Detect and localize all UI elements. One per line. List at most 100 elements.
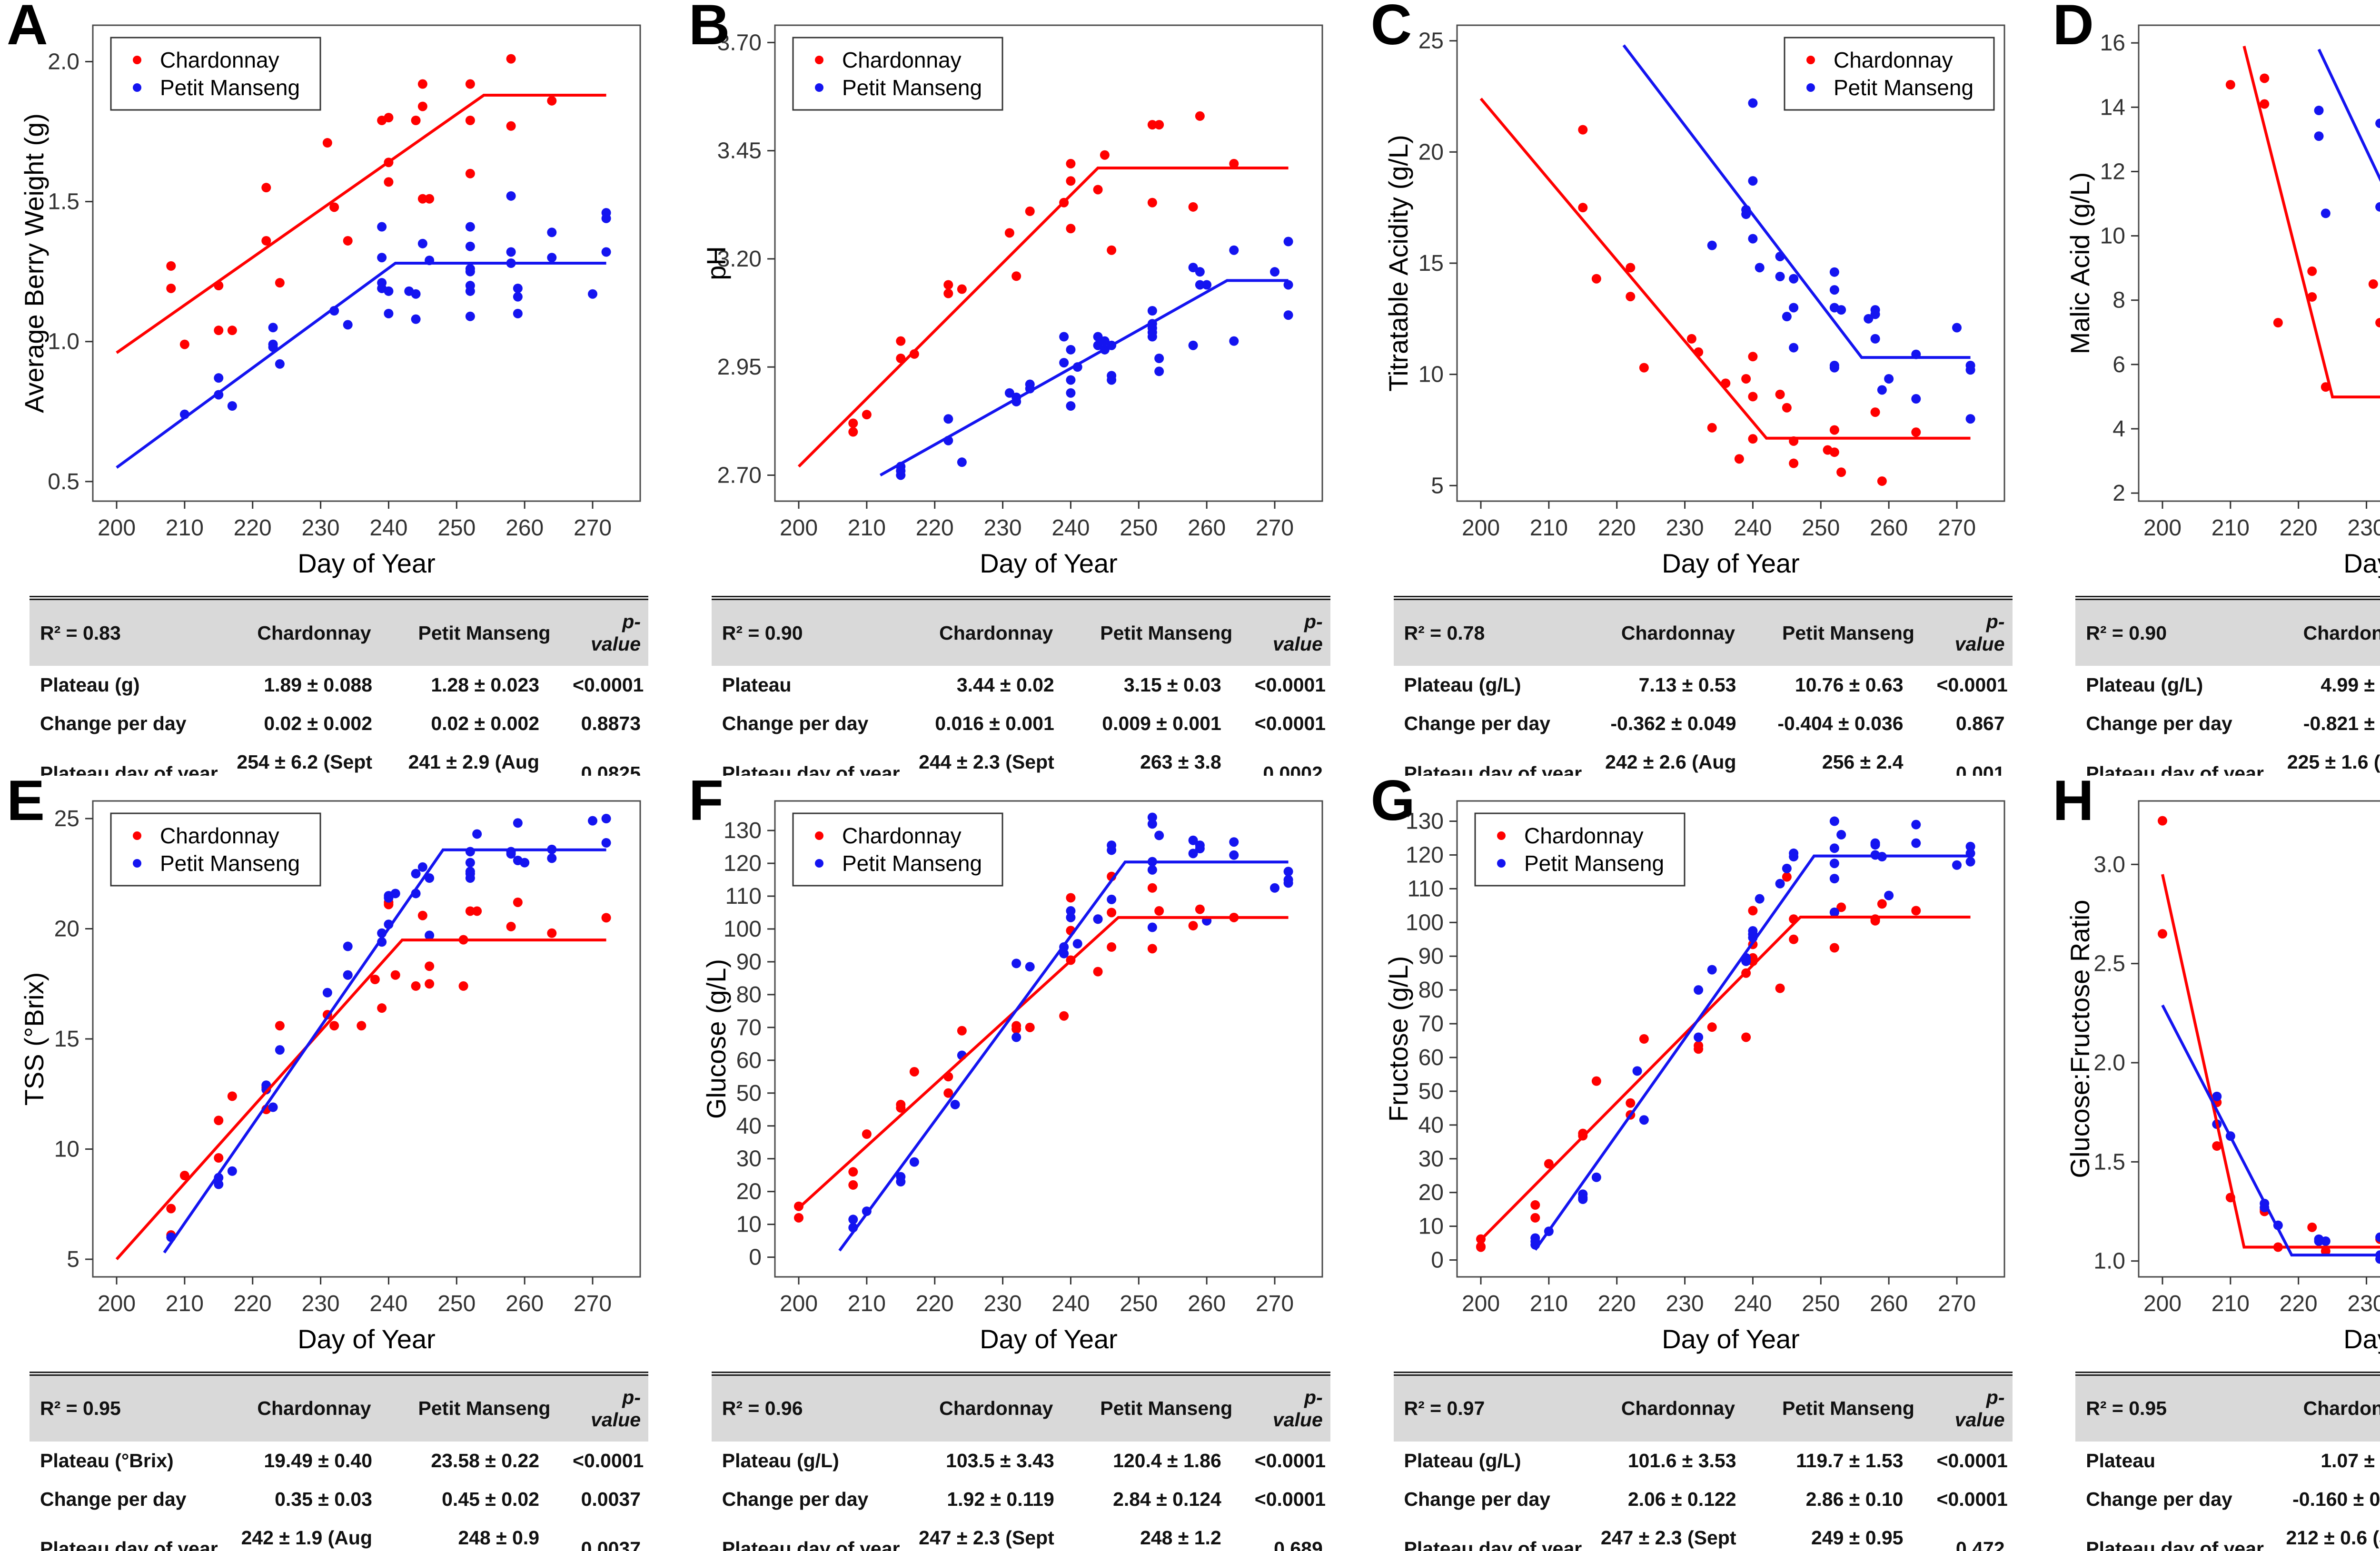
panel-C: C 200 210 220 230 240 250 260 270 5 10 15 20 25 Day o… <box>1364 0 2046 776</box>
y-tick-label: 90 <box>1418 944 1443 969</box>
x-tick-label: 250 <box>1120 1291 1158 1316</box>
cell-value: 225 ± 1.6 (Aug 13) <box>2287 751 2380 773</box>
row-label: Plateau day of year <box>2086 762 2264 776</box>
data-point <box>1059 332 1069 342</box>
data-point <box>1741 374 1751 384</box>
data-point <box>520 858 530 868</box>
y-tick-label: 2.0 <box>2094 1050 2126 1076</box>
cell-value: 249 ± 0.95 (Sept 6) <box>1811 1526 1904 1551</box>
panel-letter: C <box>1370 0 1412 57</box>
data-point <box>909 1067 919 1077</box>
axes: 200 210 220 230 240 250 260 270 2.70 2.95 3.20 3.45… <box>717 30 1293 541</box>
data-point <box>1965 365 1975 375</box>
cell-value: 0.001 <box>1955 762 2005 776</box>
data-point <box>1829 285 1839 295</box>
y-tick-label: 100 <box>1405 910 1443 935</box>
data-point <box>1188 340 1198 350</box>
data-point <box>465 79 475 89</box>
x-tick-label: 220 <box>2280 1291 2318 1316</box>
data-point <box>1147 819 1157 829</box>
fit-line-chardonnay <box>2161 874 2380 1248</box>
data-point <box>261 236 271 246</box>
data-point <box>417 101 427 111</box>
y-tick-label: 15 <box>54 1027 79 1052</box>
data-point <box>166 283 176 293</box>
data-point <box>1836 305 1846 315</box>
data-point <box>1693 1032 1703 1042</box>
x-tick-label: 260 <box>506 1291 544 1316</box>
data-point <box>1639 1034 1649 1044</box>
y-tick-label: 0 <box>1431 1247 1444 1273</box>
x-tick-label: 200 <box>780 515 818 541</box>
data-point <box>1707 1022 1717 1032</box>
y-axis-label: Fructose (g/L) <box>1386 956 1413 1122</box>
cell-value: 1.07 ± 0.02 <box>2320 1449 2380 1472</box>
data-point <box>275 278 285 288</box>
chart-container: 200 210 220 230 240 250 260 270 0 10 20 30 40 50 60 70 8… <box>1386 789 2023 1355</box>
data-point <box>166 1203 176 1213</box>
data-point <box>390 888 400 898</box>
x-tick-label: 230 <box>302 1291 340 1316</box>
data-point <box>411 981 421 991</box>
data-point <box>1229 850 1239 860</box>
data-point <box>384 893 394 903</box>
legend: Chardonnay Petit Manseng <box>792 812 1003 886</box>
data-point <box>377 222 387 232</box>
cell-value: <0.0001 <box>1254 1449 1326 1472</box>
data-point <box>1530 1200 1540 1210</box>
y-tick-label: 3.0 <box>2094 852 2126 877</box>
data-point <box>214 326 224 336</box>
y-tick-label: 6 <box>2113 352 2126 377</box>
legend: Chardonnay Petit Manseng <box>110 37 321 111</box>
panel-H: H 2002102202302402502602701.01.52.02.53.… <box>2046 776 2380 1551</box>
x-axis-label: Day of Year <box>980 548 1118 578</box>
data-point <box>1093 967 1103 977</box>
y-tick-label: 2.5 <box>2094 951 2126 976</box>
row-label: Plateau day of year <box>1404 762 1582 776</box>
data-point <box>2307 266 2317 276</box>
data-point <box>329 1020 339 1030</box>
col-header-petit-manseng: Petit Manseng <box>1100 622 1233 644</box>
cell-value: 0.0002 <box>1263 762 1323 776</box>
axes: 2002102202302402502602701.01.52.02.53.0 <box>2094 852 2380 1316</box>
series-points-chardonnay <box>2226 73 2380 392</box>
legend: Chardonnay Petit Manseng <box>792 37 1003 111</box>
data-point <box>465 846 475 856</box>
data-point <box>2260 73 2270 83</box>
data-point <box>1269 883 1279 893</box>
data-point <box>1625 263 1635 273</box>
data-point <box>1106 375 1116 385</box>
data-point <box>848 1214 858 1224</box>
legend-label: Petit Manseng <box>842 851 982 876</box>
data-point <box>1011 1024 1021 1034</box>
data-point <box>1025 1022 1035 1032</box>
row-label: Change per day <box>722 1488 869 1510</box>
data-point <box>2375 119 2380 128</box>
data-point <box>322 138 332 148</box>
cell-value: 0.45 ± 0.02 <box>442 1488 539 1510</box>
data-point <box>896 1176 906 1186</box>
legend-label: Chardonnay <box>160 48 279 72</box>
x-tick-label: 200 <box>780 1291 818 1316</box>
chart-container: 200 210 220 230 240 250 260 270 5 10 15 20 25 Day of … <box>21 789 659 1355</box>
y-tick-label: 10 <box>736 1212 761 1237</box>
axes: 200 210 220 230 240 250 260 270 0 10 20 30 40 50 60 70 8… <box>1405 809 1975 1316</box>
data-point <box>268 323 278 333</box>
data-point <box>425 930 435 940</box>
data-point <box>377 253 387 263</box>
data-point <box>1147 922 1157 932</box>
cell-value: 248 ± 0.9 (Sept 4) <box>458 1526 539 1551</box>
legend-dot-petit_manseng <box>814 859 823 868</box>
x-tick-label: 240 <box>369 1291 407 1316</box>
data-point <box>1147 120 1157 130</box>
stats-table: R² = 0.95 Chardonnay Petit Manseng p-val… <box>2075 1371 2380 1551</box>
col-header-p-value: p-value <box>591 611 641 655</box>
x-axis-label: Day of Year <box>980 1324 1118 1354</box>
y-tick-label: 80 <box>736 982 761 1007</box>
data-point <box>547 928 557 938</box>
cell-value: 119.7 ± 1.53 <box>1796 1449 1904 1472</box>
x-axis-label: Day of Year <box>1662 1324 1800 1354</box>
col-header-p-value: p-value <box>591 1386 641 1431</box>
